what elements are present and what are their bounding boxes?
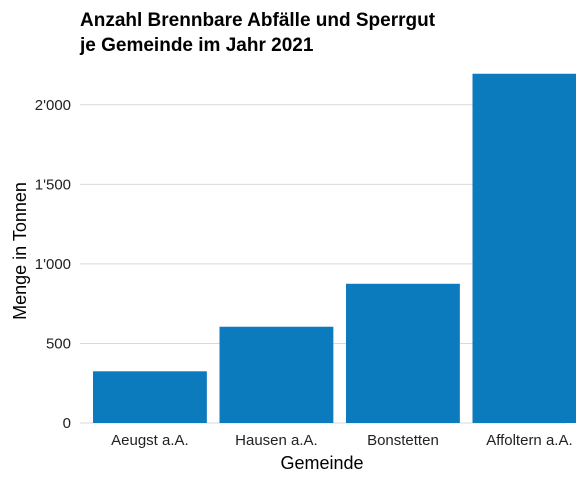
y-tick-label: 500 [46,335,71,352]
chart-title: Anzahl Brennbare Abfälle und Sperrgut [80,10,436,31]
bars [93,73,576,424]
x-tick-label: Hausen a.A. [235,432,318,449]
y-axis-ticks: 0 500 1'000 1'500 2'000 [35,97,71,432]
bar [472,73,576,424]
y-tick-label: 0 [63,415,71,432]
bar [346,283,460,423]
x-tick-label: Aeugst a.A. [111,432,189,449]
bar [219,326,334,423]
y-tick-label: 1'500 [35,176,71,193]
x-axis-ticks: Aeugst a.A. Hausen a.A. Bonstetten Affolter… [111,432,573,449]
bar [93,371,207,423]
y-axis-title: Menge in Tonnen [10,182,30,320]
y-tick-label: 1'000 [35,256,71,273]
chart-subtitle: je Gemeinde im Jahr 2021 [79,35,314,56]
x-tick-label: Bonstetten [367,432,439,449]
x-axis-title: Gemeinde [280,453,363,473]
x-tick-label: Affoltern a.A. [486,432,572,449]
y-tick-label: 2'000 [35,97,71,114]
